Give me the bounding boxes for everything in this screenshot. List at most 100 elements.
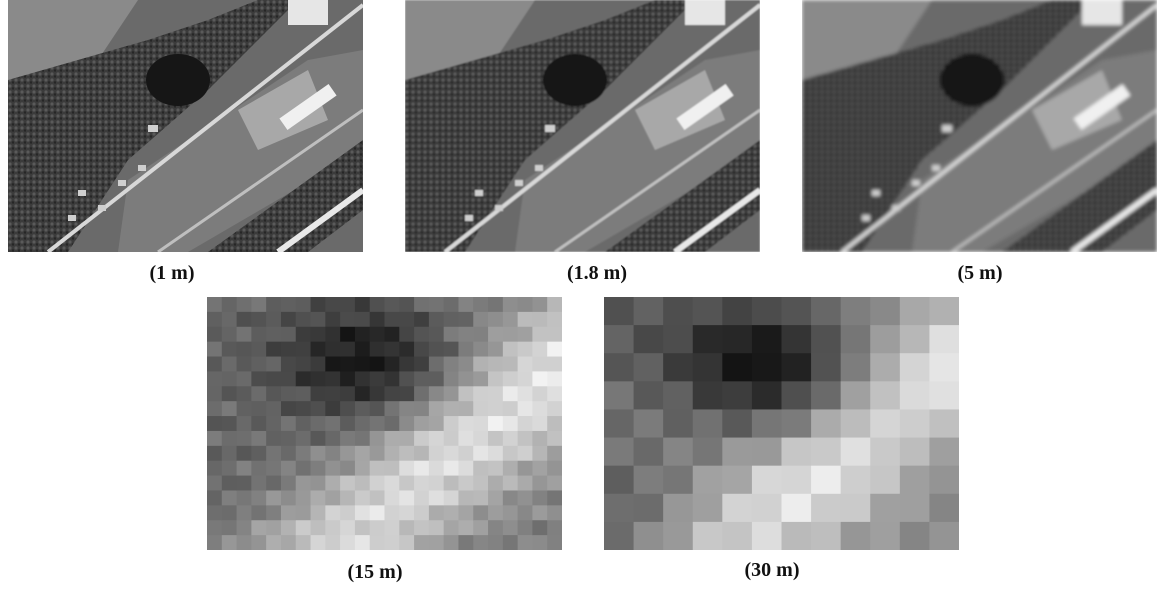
pixel xyxy=(429,386,444,401)
pixel xyxy=(444,312,459,327)
pixel xyxy=(811,522,841,550)
pixel xyxy=(900,297,930,326)
pixel xyxy=(722,325,752,354)
pixel xyxy=(841,438,871,467)
pixel xyxy=(604,438,634,467)
pixel xyxy=(414,535,429,550)
pixel xyxy=(444,431,459,446)
pixel xyxy=(841,353,871,382)
pixel xyxy=(663,466,693,495)
pixel xyxy=(222,401,237,416)
pixel xyxy=(222,520,237,535)
pixel xyxy=(281,446,296,461)
pixel xyxy=(281,386,296,401)
pixel xyxy=(266,416,281,431)
pixel xyxy=(444,357,459,372)
pixel xyxy=(251,431,266,446)
pixel xyxy=(663,409,693,438)
pixel xyxy=(355,386,370,401)
pixel xyxy=(399,505,414,520)
pixel xyxy=(251,386,266,401)
pixel xyxy=(296,357,311,372)
pixel xyxy=(370,386,385,401)
pixel xyxy=(518,446,533,461)
pixel xyxy=(532,431,547,446)
pixel xyxy=(237,342,252,357)
pixel xyxy=(251,505,266,520)
pixel xyxy=(296,535,311,550)
pixel xyxy=(547,490,562,505)
pixel xyxy=(251,327,266,342)
pixel xyxy=(399,490,414,505)
pixel xyxy=(311,357,326,372)
pixel xyxy=(311,416,326,431)
pixel xyxy=(355,327,370,342)
pixel xyxy=(900,353,930,382)
pixel xyxy=(870,466,900,495)
pixel xyxy=(841,466,871,495)
pixel xyxy=(237,431,252,446)
pixel xyxy=(296,505,311,520)
pixel xyxy=(782,325,812,354)
pixel xyxy=(444,505,459,520)
pixel xyxy=(222,416,237,431)
pixel xyxy=(547,446,562,461)
pixel xyxy=(663,381,693,410)
pixel xyxy=(237,476,252,491)
pixel xyxy=(296,416,311,431)
pixel xyxy=(458,357,473,372)
pixel xyxy=(518,476,533,491)
pixel xyxy=(237,371,252,386)
pixel xyxy=(473,416,488,431)
pixel xyxy=(340,297,355,312)
pixel xyxy=(251,416,266,431)
pixel xyxy=(207,520,222,535)
pixel xyxy=(281,327,296,342)
pixel xyxy=(444,446,459,461)
pixel xyxy=(414,327,429,342)
pixel xyxy=(429,535,444,550)
pixel xyxy=(429,416,444,431)
pixel xyxy=(281,520,296,535)
pixel xyxy=(222,297,237,312)
pixel xyxy=(458,401,473,416)
pixel xyxy=(414,312,429,327)
pixel xyxy=(458,490,473,505)
pixel xyxy=(444,401,459,416)
pixel xyxy=(532,446,547,461)
pixel xyxy=(251,520,266,535)
pixel xyxy=(752,381,782,410)
pixel xyxy=(429,297,444,312)
pixel xyxy=(532,342,547,357)
pixel xyxy=(693,522,723,550)
pixel xyxy=(488,297,503,312)
pixel xyxy=(207,476,222,491)
pixel xyxy=(281,401,296,416)
pixel xyxy=(870,381,900,410)
pixel xyxy=(547,416,562,431)
pixel xyxy=(251,446,266,461)
pixel xyxy=(782,438,812,467)
pixel xyxy=(266,490,281,505)
pixel xyxy=(251,297,266,312)
pixel xyxy=(296,327,311,342)
pixel xyxy=(414,520,429,535)
pixel xyxy=(473,386,488,401)
pixel xyxy=(444,476,459,491)
pixel xyxy=(458,297,473,312)
pixel xyxy=(604,494,634,523)
pixel xyxy=(473,401,488,416)
pixel xyxy=(634,438,664,467)
pixel xyxy=(518,461,533,476)
pixel xyxy=(311,327,326,342)
pixel xyxy=(458,342,473,357)
pixel xyxy=(340,476,355,491)
pixel xyxy=(547,461,562,476)
pixel xyxy=(414,476,429,491)
pixel xyxy=(207,461,222,476)
pixel xyxy=(355,342,370,357)
pixel xyxy=(444,520,459,535)
pixel xyxy=(296,431,311,446)
pixel xyxy=(929,494,959,523)
pixel xyxy=(266,386,281,401)
